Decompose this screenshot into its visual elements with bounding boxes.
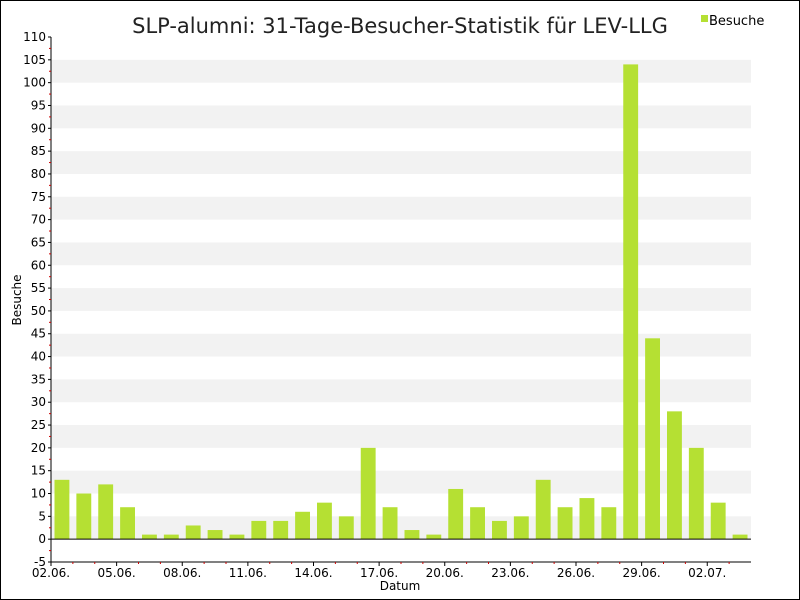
bar-08.06. [185,525,201,540]
bar-11.06. [251,520,267,540]
bar-15.06. [338,516,354,540]
bar-25.06. [557,507,573,540]
y-tick-label: 100 [23,76,46,90]
x-tick-label: 02.07. [688,566,726,580]
bar-18.06. [404,530,420,540]
x-ticks: 02.06. 05.06. 08.06. 11.06. 14.06. 17.06. 20.0… [32,562,730,580]
grid-band [51,516,751,540]
x-tick-label: 26.06. [557,566,595,580]
y-tick-label: 40 [31,350,46,364]
y-tick-label: 10 [31,487,46,501]
bar-20.06. [448,488,464,540]
x-tick-label: 14.06. [294,566,332,580]
legend: Besuche [701,14,764,29]
grid-band [51,425,751,448]
y-tick-label: 65 [31,235,46,249]
y-tick-label: 90 [31,121,46,135]
y-tick-label: 30 [31,395,46,409]
bar-24.06. [535,479,551,540]
chart-title: SLP-alumni: 31-Tage-Besucher-Statistik f… [132,14,668,38]
x-tick-label: 29.06. [623,566,661,580]
x-tick-label: 05.06. [98,566,136,580]
bar-05.06. [120,507,135,540]
y-ticks: -5 0 5 10 15 20 25 30 35 40 45 50 55 60 65 70 75 80 85 90 95… [23,30,51,569]
bar-16.06. [360,447,376,540]
bar-30.06. [667,411,682,540]
y-tick-label: 85 [31,144,46,158]
bar-07.06. [163,534,179,540]
bar-03.07. [732,534,748,540]
grid-band [51,242,751,266]
y-axis-label: Besuche [10,274,24,325]
grid-band [51,379,751,403]
bar-03.06. [76,493,92,540]
y-tick-label: 80 [31,167,46,181]
y-tick-label: 60 [31,258,46,272]
bar-26.06. [579,498,595,540]
grid-band [51,59,751,83]
y-tick-label: -5 [34,555,46,569]
legend-label: Besuche [709,14,764,29]
bar-series [54,64,748,540]
bar-29.06. [645,338,660,540]
bar-14.06. [317,502,332,540]
grid-band [51,333,751,357]
bar-01.07. [688,447,704,540]
grid-band [51,288,751,311]
y-tick-label: 45 [31,327,46,341]
bar-13.06. [295,511,310,540]
bar-12.06. [273,520,289,540]
x-tick-label: 11.06. [229,566,267,580]
grid-band [51,151,751,174]
legend-swatch [701,15,708,22]
y-tick-label: 0 [38,532,46,546]
grid-band [51,470,751,494]
x-tick-label: 23.06. [491,566,529,580]
y-tick-label: 105 [23,53,46,67]
bar-23.06. [513,516,529,540]
x-tick-label: 20.06. [426,566,464,580]
bar-06.06. [142,534,157,540]
bar-27.06. [601,507,617,540]
bar-21.06. [470,507,485,540]
bar-10.06. [229,534,245,540]
x-tick-label: 08.06. [163,566,201,580]
y-tick-label: 50 [31,304,46,318]
y-tick-label: 5 [38,509,46,523]
grid-band [51,105,751,129]
grid-bands [51,59,751,540]
bar-02.07. [710,502,726,540]
y-tick-label: 35 [31,372,46,386]
y-tick-label: 15 [31,464,46,478]
y-tick-label: 70 [31,213,46,227]
y-tick-label: 20 [31,441,46,455]
y-tick-label: 75 [31,190,46,204]
x-axis-label: Datum [380,579,421,593]
y-tick-label: 110 [23,30,46,44]
y-tick-label: 25 [31,418,46,432]
bar-04.06. [98,484,114,540]
x-tick-label: 02.06. [32,566,70,580]
bar-02.06. [54,479,70,540]
bar-28.06. [623,64,639,540]
bar-09.06. [207,530,223,540]
y-tick-label: 95 [31,98,46,112]
bar-17.06. [382,507,398,540]
bar-22.06. [492,520,507,540]
y-tick-label: 55 [31,281,46,295]
x-tick-label: 17.06. [360,566,398,580]
grid-band [51,196,751,220]
bar-19.06. [426,534,442,540]
